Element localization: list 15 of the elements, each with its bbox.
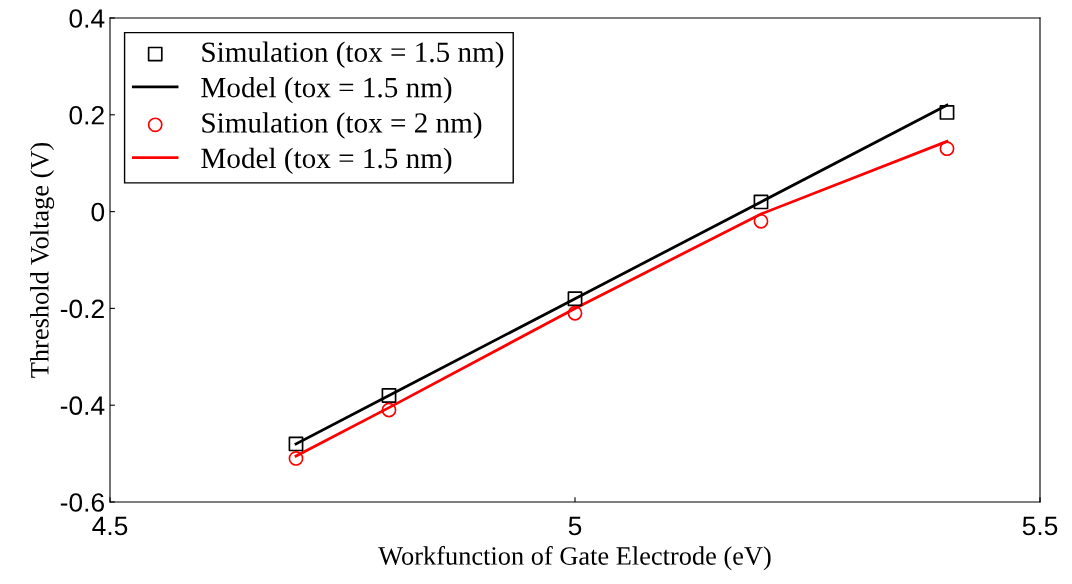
y-tick-label: -0.4 [60,396,105,416]
x-tick-label: 5 [568,516,582,536]
legend-label: Simulation (tox = 2 nm) [202,112,482,139]
legend-label: Model (tox = 1.5 nm) [201,147,452,175]
y-axis-title: Threshold Voltage (V) [30,142,55,378]
x-tick-label: 5.5 [1022,516,1058,536]
legend-label: Model (tox = 1.5 nm) [201,76,452,104]
y-tick-label: -0.6 [60,493,104,512]
y-tick-label: -0.2 [60,299,104,319]
legend-label: Simulation (tox = 1.5 nm) [202,41,504,68]
y-tick-label: 0 [91,202,105,222]
x-tick-label: 4.5 [92,516,128,536]
y-tick-label: 0.2 [69,105,104,125]
y-tick-label: 0.4 [69,9,105,28]
x-axis-title: Workfunction of Gate Electrode (eV) [378,546,771,571]
